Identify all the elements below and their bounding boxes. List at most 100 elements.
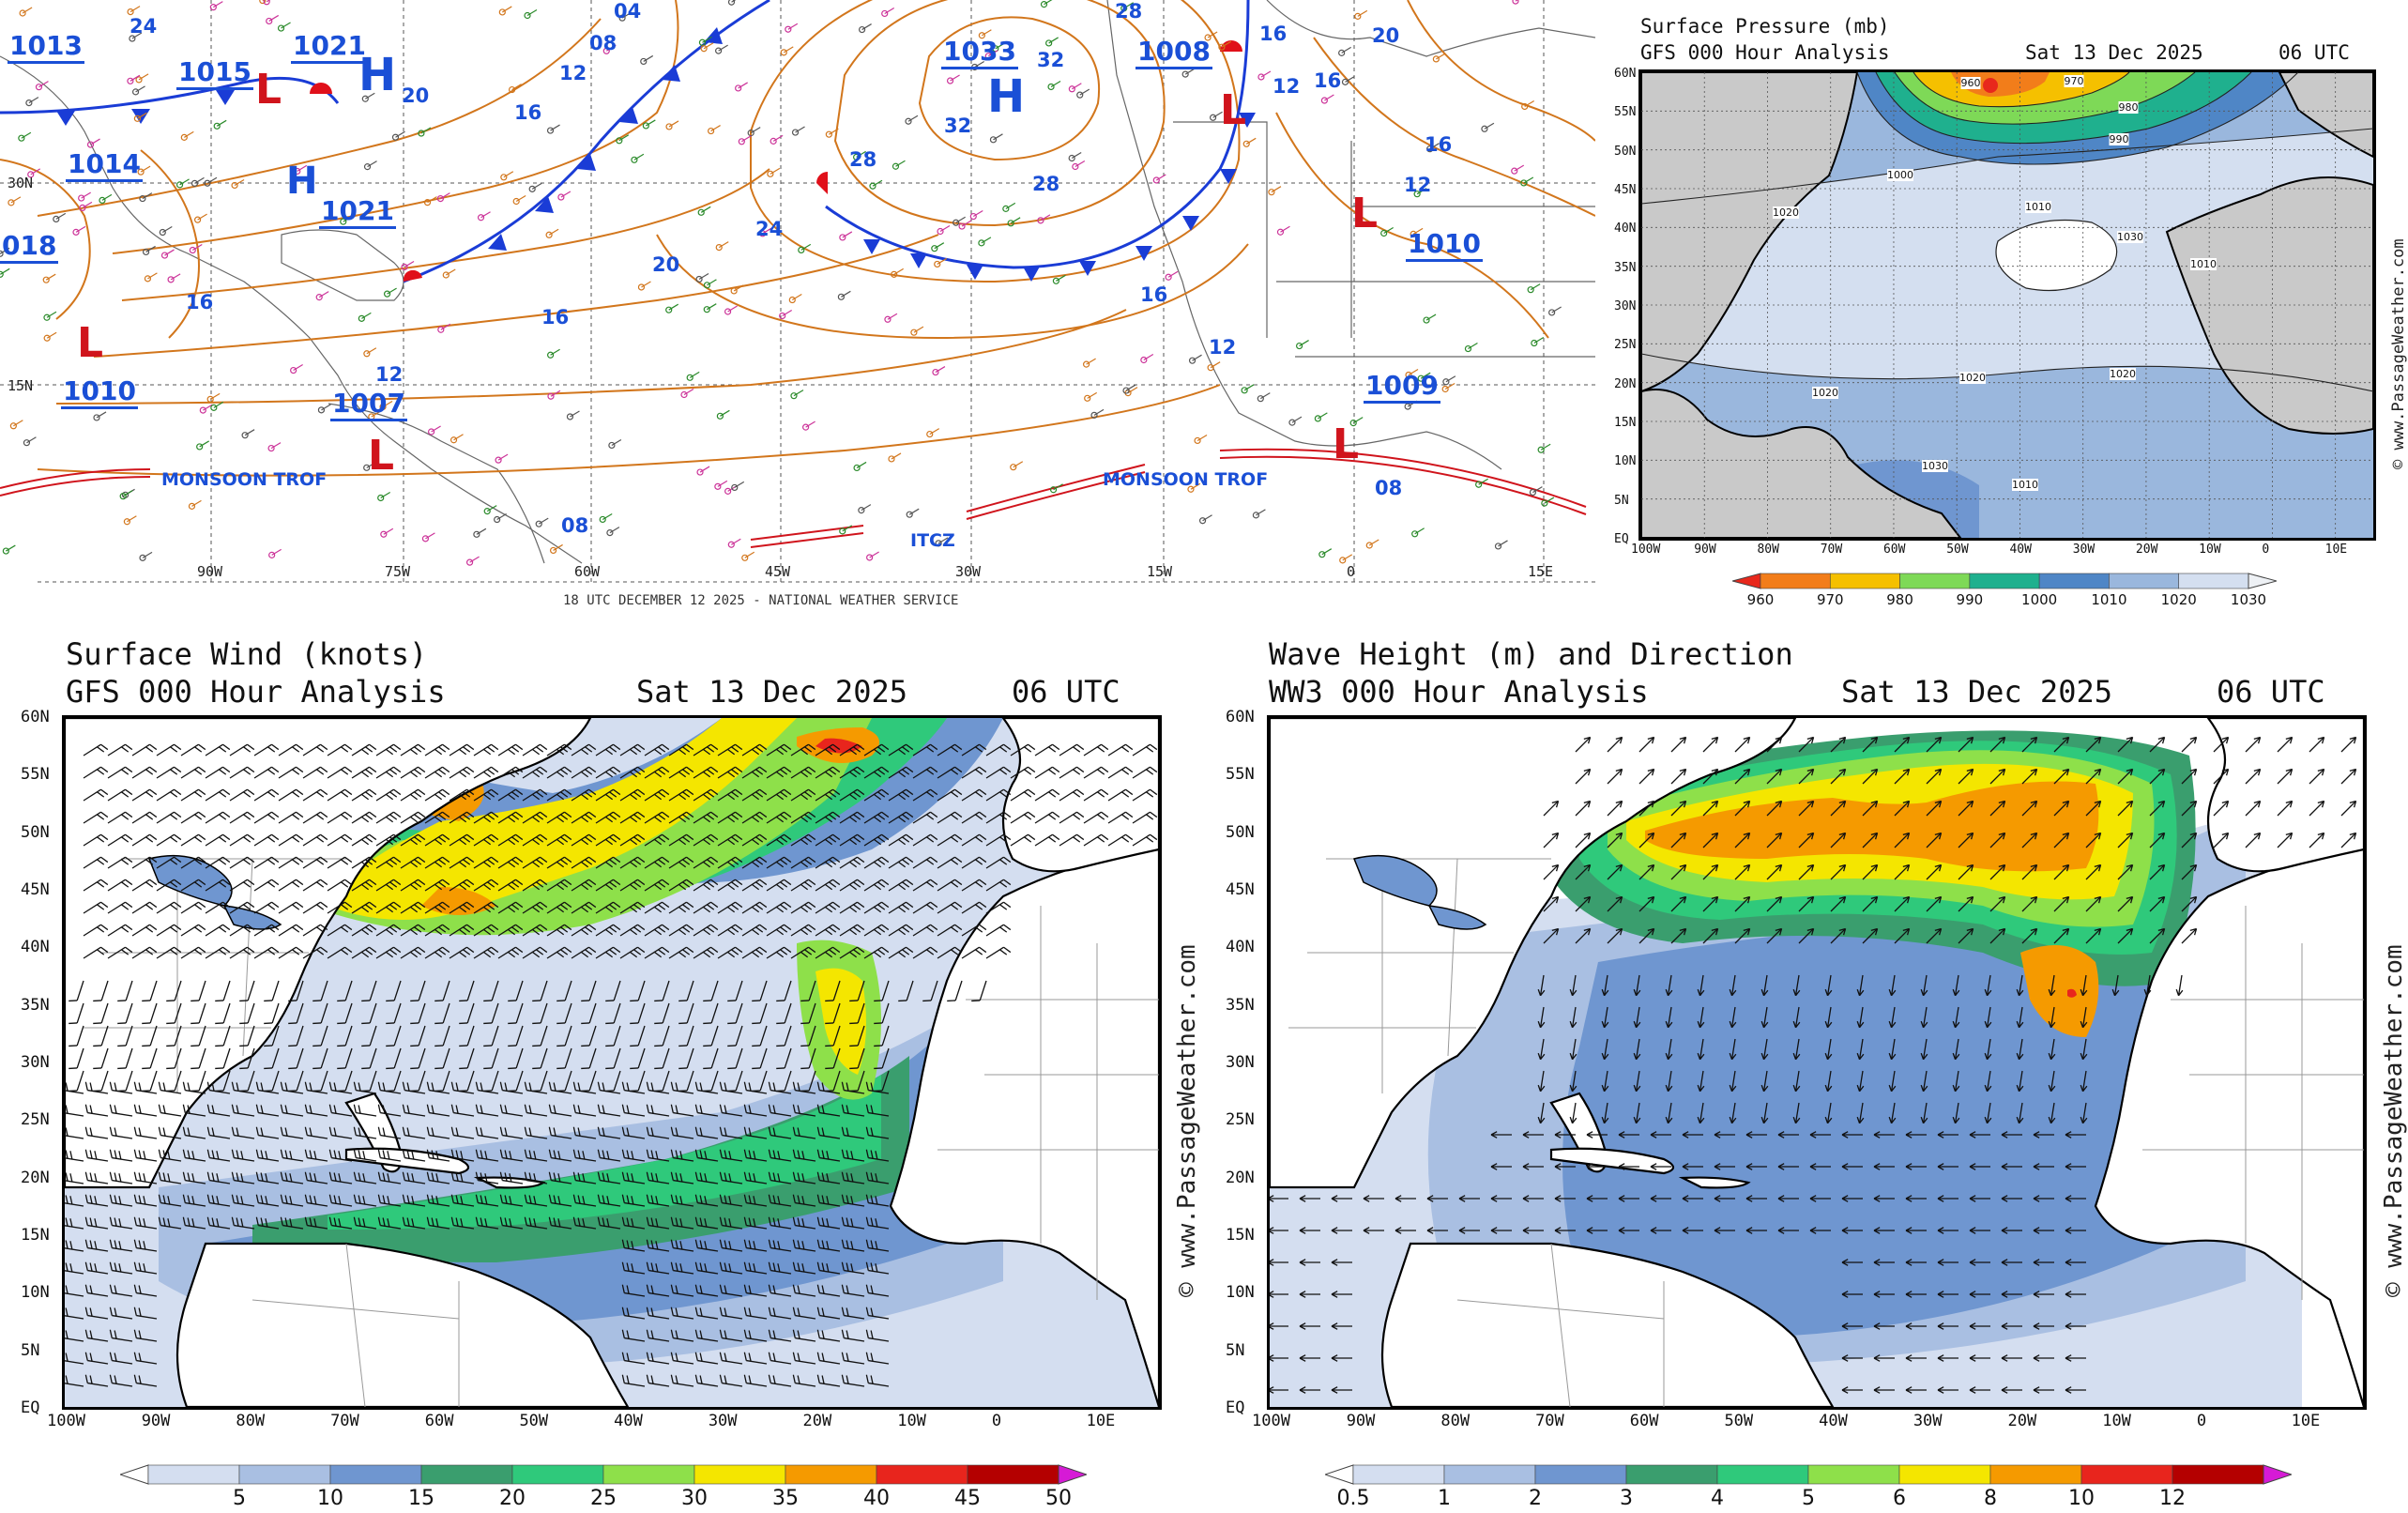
lat-label: 40N <box>21 938 50 957</box>
isobar-label: 24 <box>130 15 158 38</box>
lat-label: 60N <box>1614 67 1637 81</box>
isobar-label: 16 <box>1140 283 1168 306</box>
colorbar-label: 20 <box>499 1487 526 1510</box>
lon-label: 40W <box>2009 543 2032 557</box>
lat-label: 20N <box>1226 1168 1255 1187</box>
colorbar-label: 980 <box>1886 591 1913 608</box>
high-pressure-symbol: H <box>987 70 1026 123</box>
low-pressure-symbol: L <box>1333 420 1360 468</box>
pressure-date: Sat 13 Dec 2025 <box>2025 41 2203 64</box>
colorbar-segment <box>1989 1464 2082 1485</box>
lon-label: 10W <box>897 1412 926 1430</box>
lon-label: 60W <box>1882 543 1906 557</box>
lon-label: 90W <box>197 563 223 580</box>
colorbar-label: 1030 <box>2230 591 2267 608</box>
wind-time: 06 UTC <box>1012 674 1120 710</box>
colorbar-label: 30 <box>681 1487 708 1510</box>
lon-label: 30W <box>1913 1412 1943 1430</box>
colorbar-segment <box>238 1464 331 1485</box>
lat-label: 5N <box>1614 493 1629 508</box>
colorbar-label: 35 <box>772 1487 799 1510</box>
lon-label: 100W <box>1252 1412 1290 1430</box>
pressure-time: 06 UTC <box>2278 41 2350 64</box>
lat-label: 30N <box>21 1053 50 1072</box>
colorbar-segment <box>2172 1464 2264 1485</box>
lon-label: 40W <box>614 1412 643 1430</box>
colorbar-segment <box>2178 573 2249 589</box>
colorbar-label: 45 <box>954 1487 981 1510</box>
contour-label: 990 <box>2109 133 2129 145</box>
colorbar-segment <box>1898 1464 1991 1485</box>
wind-colorbar <box>120 1464 1087 1485</box>
lat-label: 30N <box>1614 299 1637 313</box>
lat-label: 45N <box>21 880 50 899</box>
lat-label: 45N <box>1226 880 1255 899</box>
colorbar-label: 990 <box>1956 591 1984 608</box>
pressure-center-label: 1010 <box>1406 228 1483 262</box>
isobar-label: 12 <box>1273 75 1301 98</box>
lat-label: 10N <box>21 1283 50 1303</box>
lon-label: 0 <box>1347 563 1356 580</box>
isobar-label: 08 <box>589 32 617 54</box>
lat-label: 60N <box>21 708 50 726</box>
colorbar-label: 1000 <box>2021 591 2058 608</box>
pressure-center-label: 1021 <box>319 195 396 229</box>
colorbar-arrow-right <box>2263 1464 2292 1485</box>
lon-label: 60W <box>424 1412 454 1430</box>
colorbar-segment <box>2038 573 2110 589</box>
monsoon-trough-label: MONSOON TROF <box>1103 469 1269 490</box>
colorbar-label: 970 <box>1816 591 1844 608</box>
lon-label: 60W <box>574 563 601 580</box>
colorbar-segment <box>511 1464 604 1485</box>
colorbar-segment <box>420 1464 513 1485</box>
wave-subtitle: WW3 000 Hour Analysis <box>1269 674 1649 710</box>
itcz-label: ITCZ <box>910 530 955 551</box>
lon-label: 75W <box>385 563 411 580</box>
low-pressure-symbol: L <box>1351 190 1379 237</box>
low-pressure-symbol: L <box>77 319 104 367</box>
pressure-center-label: 1007 <box>330 388 407 421</box>
lat-label: 55N <box>1614 105 1637 120</box>
contour-label: 1020 <box>2110 368 2136 380</box>
lon-label: 100W <box>47 1412 85 1430</box>
isobar-label: 32 <box>1037 49 1065 71</box>
colorbar-label: 10 <box>2068 1487 2095 1510</box>
isobar-label: 16 <box>186 291 214 313</box>
colorbar-label: 12 <box>2159 1487 2186 1510</box>
colorbar-segment <box>147 1464 240 1485</box>
lat-label: 30N <box>1226 1053 1255 1072</box>
colorbar-segment <box>693 1464 786 1485</box>
lon-label: 60W <box>1629 1412 1659 1430</box>
lat-label: 5N <box>1226 1340 1245 1360</box>
lon-label: 40W <box>1819 1412 1848 1430</box>
colorbar-label: 960 <box>1746 591 1775 608</box>
colorbar-segment <box>602 1464 695 1485</box>
lat-label: 15N <box>1614 416 1637 430</box>
colorbar-segment <box>1760 573 1831 589</box>
lon-label: 80W <box>236 1412 266 1430</box>
lon-label: 30W <box>2072 543 2096 557</box>
wave-date: Sat 13 Dec 2025 <box>1841 674 2112 710</box>
lat-label: EQ <box>21 1398 40 1417</box>
lon-label: 20W <box>2007 1412 2037 1430</box>
lon-label: 10E <box>2324 543 2348 557</box>
colorbar-segment <box>967 1464 1059 1485</box>
lat-label: 25N <box>1226 1110 1255 1130</box>
colorbar-segment <box>1443 1464 1536 1485</box>
wave-credit: © www.PassageWeather.com <box>2380 944 2408 1297</box>
lon-label: 90W <box>1694 543 1716 557</box>
wave-colorbar <box>1325 1464 2292 1485</box>
lon-label: 10E <box>1086 1412 1116 1430</box>
isobar-label: 28 <box>1115 0 1143 23</box>
colorbar-label: 0.5 <box>1336 1487 1370 1510</box>
lon-label: 20W <box>802 1412 832 1430</box>
surface-analysis-panel: 1013 1015 1021 1014 1021 018 1010 1007 1… <box>0 0 1595 619</box>
colorbar-segment <box>329 1464 422 1485</box>
pressure-center-label: 1014 <box>66 148 143 182</box>
colorbar-label: 1 <box>1438 1487 1451 1510</box>
lat-label: 10N <box>1226 1283 1255 1303</box>
isobar-label: 20 <box>402 84 430 107</box>
colorbar-arrow-right <box>1058 1464 1087 1485</box>
lat-label: 50N <box>1614 144 1637 159</box>
lon-label: 70W <box>1535 1412 1564 1430</box>
